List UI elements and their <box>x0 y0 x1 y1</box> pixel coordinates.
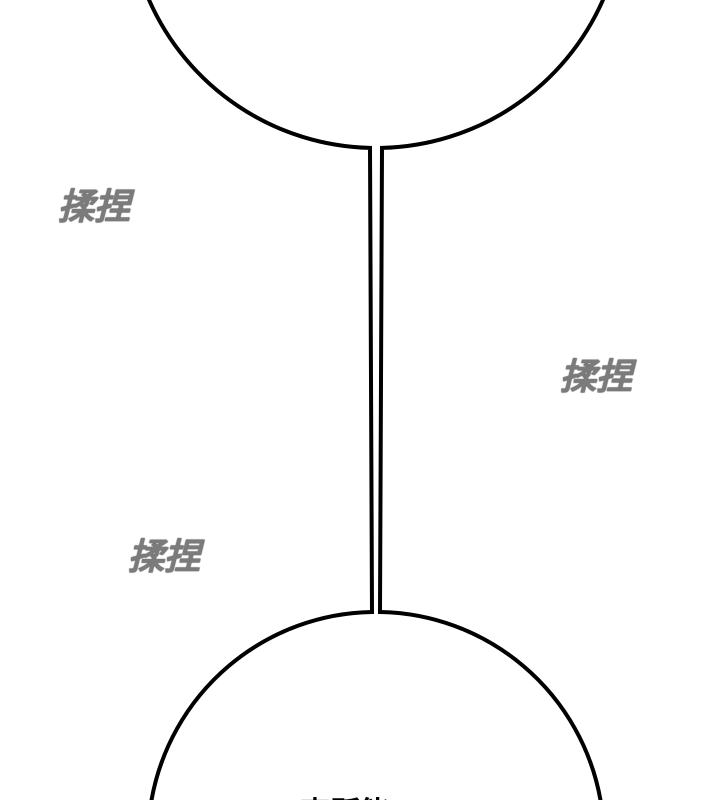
outline-left <box>149 0 372 800</box>
bottom-caption: 東縣能 <box>300 788 390 800</box>
label-knead-2: 揉捏 <box>560 348 632 400</box>
outline-right <box>380 0 603 800</box>
label-knead-3: 揉捏 <box>128 528 200 580</box>
diagram-stage: 揉捏 揉捏 揉捏 東縣能 <box>0 0 720 800</box>
label-knead-1: 揉捏 <box>58 178 130 230</box>
hourglass-outline <box>0 0 720 800</box>
